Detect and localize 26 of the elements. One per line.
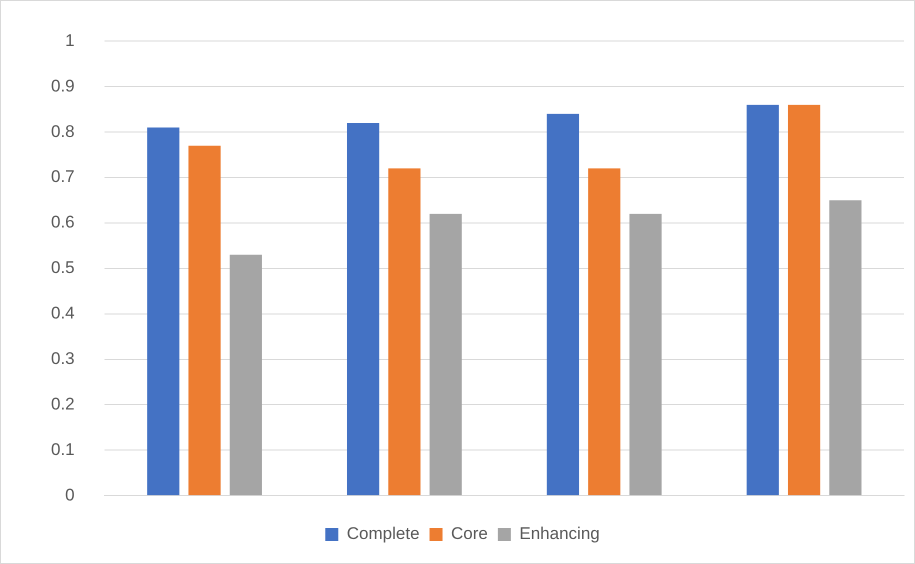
y-tick-label: 0.4 bbox=[50, 304, 75, 323]
bar bbox=[546, 114, 580, 496]
bar bbox=[629, 214, 662, 496]
bar bbox=[230, 254, 262, 496]
bar bbox=[188, 146, 221, 496]
y-tick-label: 0.6 bbox=[50, 212, 75, 232]
y-tick-label: 0.7 bbox=[50, 167, 75, 186]
legend-label: Enhancing bbox=[519, 524, 600, 544]
y-tick-label: 0.8 bbox=[50, 122, 75, 141]
bar bbox=[746, 104, 779, 496]
legend-label: Complete bbox=[346, 524, 420, 544]
y-tick-label: 0.3 bbox=[50, 348, 75, 368]
bar bbox=[430, 214, 462, 496]
y-tick-label: 0.9 bbox=[50, 76, 75, 96]
legend-label: Core bbox=[451, 524, 488, 544]
bar bbox=[788, 104, 820, 496]
bar bbox=[346, 122, 380, 496]
bar bbox=[147, 128, 180, 496]
y-tick-label: 0 bbox=[65, 485, 75, 504]
y-tick-label: 1 bbox=[65, 30, 75, 50]
y-tick-label: 0.5 bbox=[50, 258, 75, 278]
bar bbox=[588, 168, 620, 496]
y-tick-label: 0.1 bbox=[50, 440, 75, 459]
bar bbox=[388, 168, 421, 496]
y-tick-label: 0.2 bbox=[50, 394, 75, 414]
bar bbox=[829, 200, 862, 496]
